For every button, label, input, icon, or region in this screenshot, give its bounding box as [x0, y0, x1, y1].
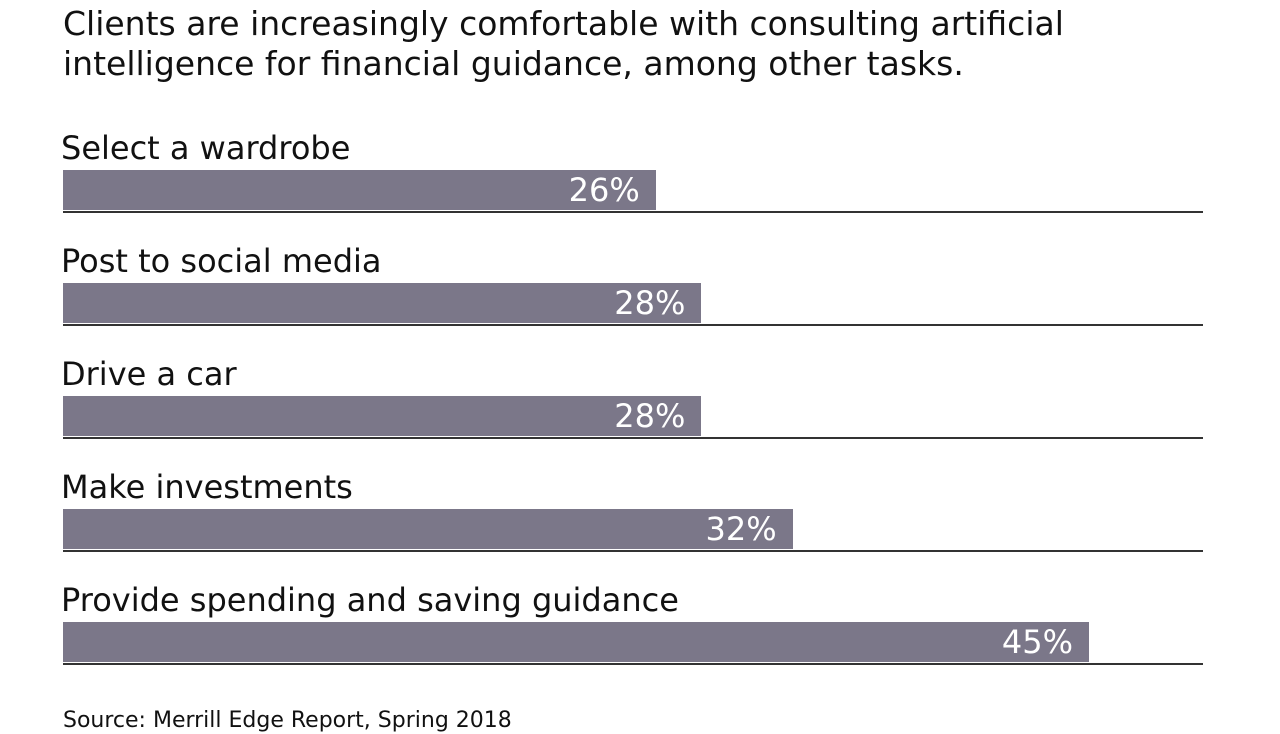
category-label: Post to social media [61, 242, 382, 280]
source-note: Source: Merrill Edge Report, Spring 2018 [63, 708, 512, 733]
value-label: 28% [614, 284, 686, 322]
value-label: 45% [1001, 623, 1073, 661]
category-label: Provide spending and saving guidance [61, 581, 679, 619]
category-label: Select a wardrobe [61, 129, 351, 167]
bar: 28% [63, 283, 702, 323]
value-label: 26% [568, 171, 640, 209]
bar: 28% [63, 396, 702, 436]
category-label: Drive a car [61, 355, 237, 393]
baseline-rule [63, 550, 1203, 552]
baseline-rule [63, 211, 1203, 213]
value-label: 32% [705, 510, 777, 548]
bar-row: Provide spending and saving guidance 45% [61, 580, 1203, 693]
bar-row: Post to social media 28% [61, 241, 1203, 354]
chart-title: Clients are increasingly comfortable wit… [63, 4, 1064, 83]
bar-row: Make investments 32% [61, 467, 1203, 580]
bar: 45% [63, 622, 1089, 662]
baseline-rule [63, 437, 1203, 439]
value-label: 28% [614, 397, 686, 435]
category-label: Make investments [61, 468, 353, 506]
bar-row: Select a wardrobe 26% [61, 128, 1203, 241]
bar: 26% [63, 170, 656, 210]
baseline-rule [63, 663, 1203, 665]
baseline-rule [63, 324, 1203, 326]
bar-row: Drive a car 28% [61, 354, 1203, 467]
bar: 32% [63, 509, 793, 549]
